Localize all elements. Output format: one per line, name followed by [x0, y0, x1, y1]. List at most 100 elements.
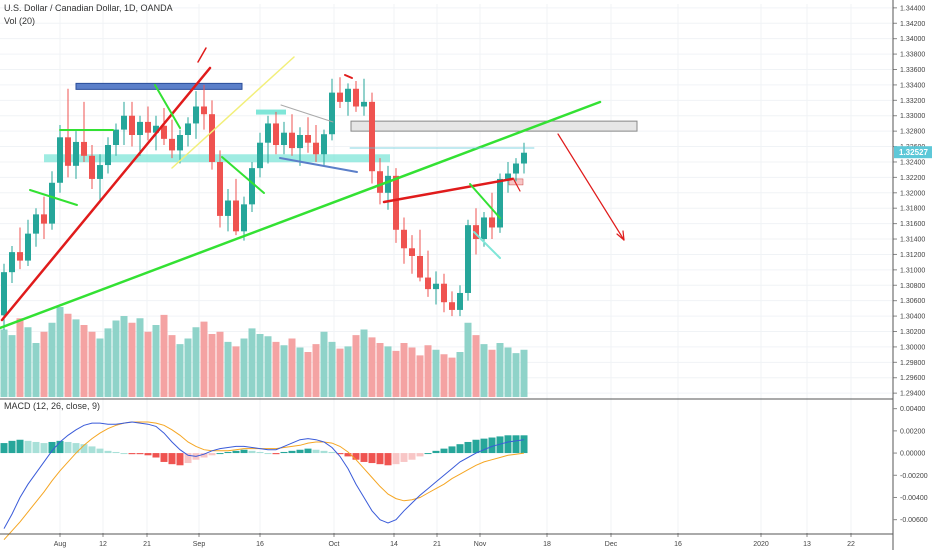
- candle-body: [505, 173, 511, 179]
- price-axis-label: 1.33800: [900, 52, 925, 59]
- volume-bar: [24, 327, 32, 397]
- volume-bar: [8, 335, 16, 397]
- candle-body: [225, 200, 231, 216]
- volume-bar: [208, 334, 216, 397]
- macd-histogram-bar: [344, 453, 352, 457]
- last-price-tag: [894, 146, 932, 159]
- macd-histogram-bar: [504, 435, 512, 454]
- candle-body: [457, 292, 463, 310]
- drawing-lines-layer: [0, 47, 625, 330]
- volume-bar: [64, 313, 72, 397]
- macd-histogram-bar: [328, 451, 336, 454]
- price-axis-label: 1.30400: [900, 314, 925, 321]
- candle-body: [137, 121, 143, 135]
- price-axis-label: 1.34000: [900, 36, 925, 43]
- volume-bar: [160, 314, 168, 397]
- candle-body: [281, 132, 287, 146]
- volume-bar: [304, 352, 312, 397]
- candle-body: [17, 252, 23, 261]
- macd-histogram-bar: [336, 453, 344, 455]
- candle-body: [49, 182, 55, 224]
- volume-bar: [480, 344, 488, 397]
- green-flag-line-3: [221, 156, 265, 194]
- candle-body: [177, 135, 183, 151]
- candle-body: [321, 134, 327, 155]
- macd-histogram-bar: [0, 443, 8, 454]
- macd-histogram-bar: [144, 453, 152, 456]
- volume-bar: [320, 331, 328, 397]
- macd-histogram-bar: [48, 441, 56, 454]
- forecast-arrow-head-a: [616, 233, 625, 241]
- volume-bar: [336, 348, 344, 397]
- volume-bar: [424, 345, 432, 397]
- macd-histogram-bar: [400, 453, 408, 462]
- candle-body: [433, 283, 439, 290]
- macd-histogram-bar: [152, 453, 160, 458]
- time-axis-label: 16: [256, 541, 264, 548]
- volume-bar: [472, 335, 480, 397]
- macd-histogram-bar: [184, 453, 192, 464]
- volume-bar: [392, 350, 400, 397]
- price-axis-label: 1.33600: [900, 67, 925, 74]
- volume-bar: [296, 347, 304, 397]
- time-axis-label: Nov: [474, 541, 487, 548]
- candle-body: [217, 161, 223, 216]
- small-red-arrow: [512, 177, 521, 192]
- green-flag-line-4: [469, 183, 501, 219]
- price-axis-label: 1.33400: [900, 82, 925, 89]
- macd-histogram-bar: [488, 437, 496, 454]
- macd-histogram-bar: [288, 450, 296, 454]
- price-axis-label: 1.31600: [900, 221, 925, 228]
- drawing-zones-layer: [44, 82, 638, 186]
- macd-histogram-bar: [112, 451, 120, 454]
- volume-bar: [112, 320, 120, 397]
- price-axis-label: 1.34400: [900, 5, 925, 12]
- macd-histogram-bar: [216, 453, 224, 455]
- candle-body: [393, 175, 399, 230]
- macd-histogram-bar: [16, 439, 24, 454]
- volume-bar: [120, 316, 128, 397]
- macd-axis-label: 0.00400: [900, 406, 925, 413]
- candle-body: [153, 125, 159, 133]
- macd-histogram-bar: [80, 444, 88, 454]
- volume-bar: [256, 334, 264, 397]
- volume-bar: [232, 346, 240, 397]
- price-axis-label: 1.31400: [900, 237, 925, 244]
- macd-axis-label: 0.00200: [900, 428, 925, 435]
- price-axis-label: 1.32200: [900, 175, 925, 182]
- candle-body: [489, 217, 495, 228]
- last-price-label: 1.32527: [899, 148, 928, 157]
- volume-bar: [184, 338, 192, 397]
- macd-histogram-bar: [440, 448, 448, 454]
- candle-body: [329, 92, 335, 135]
- candle-body: [257, 142, 263, 169]
- candle-body: [353, 88, 359, 107]
- volume-bar: [240, 338, 248, 397]
- volume-bar: [272, 341, 280, 397]
- candle-body: [385, 175, 391, 193]
- candle-body: [185, 123, 191, 135]
- macd-histogram-bar: [248, 450, 256, 454]
- macd-histogram-bar: [384, 453, 392, 466]
- candle-body: [161, 125, 167, 139]
- macd-histogram-bar: [168, 453, 176, 465]
- volume-bar: [344, 346, 352, 397]
- blue-wedge-line: [279, 157, 358, 173]
- macd-histogram-bar: [104, 450, 112, 454]
- candle-body: [73, 141, 79, 166]
- volume-bar: [200, 321, 208, 397]
- macd-histogram-bar: [64, 441, 72, 454]
- time-axis-label: 12: [99, 541, 107, 548]
- candle-body: [265, 123, 271, 143]
- volume-bar: [32, 343, 40, 397]
- yellow-trend-line: [171, 56, 295, 169]
- volume-bar: [48, 322, 56, 397]
- candle-body: [441, 283, 447, 303]
- candle-body: [521, 152, 527, 164]
- macd-histogram-bar: [320, 450, 328, 454]
- price-axis-label: 1.32800: [900, 129, 925, 136]
- time-axis-label: 18: [543, 541, 551, 548]
- macd-histogram-bar: [232, 450, 240, 454]
